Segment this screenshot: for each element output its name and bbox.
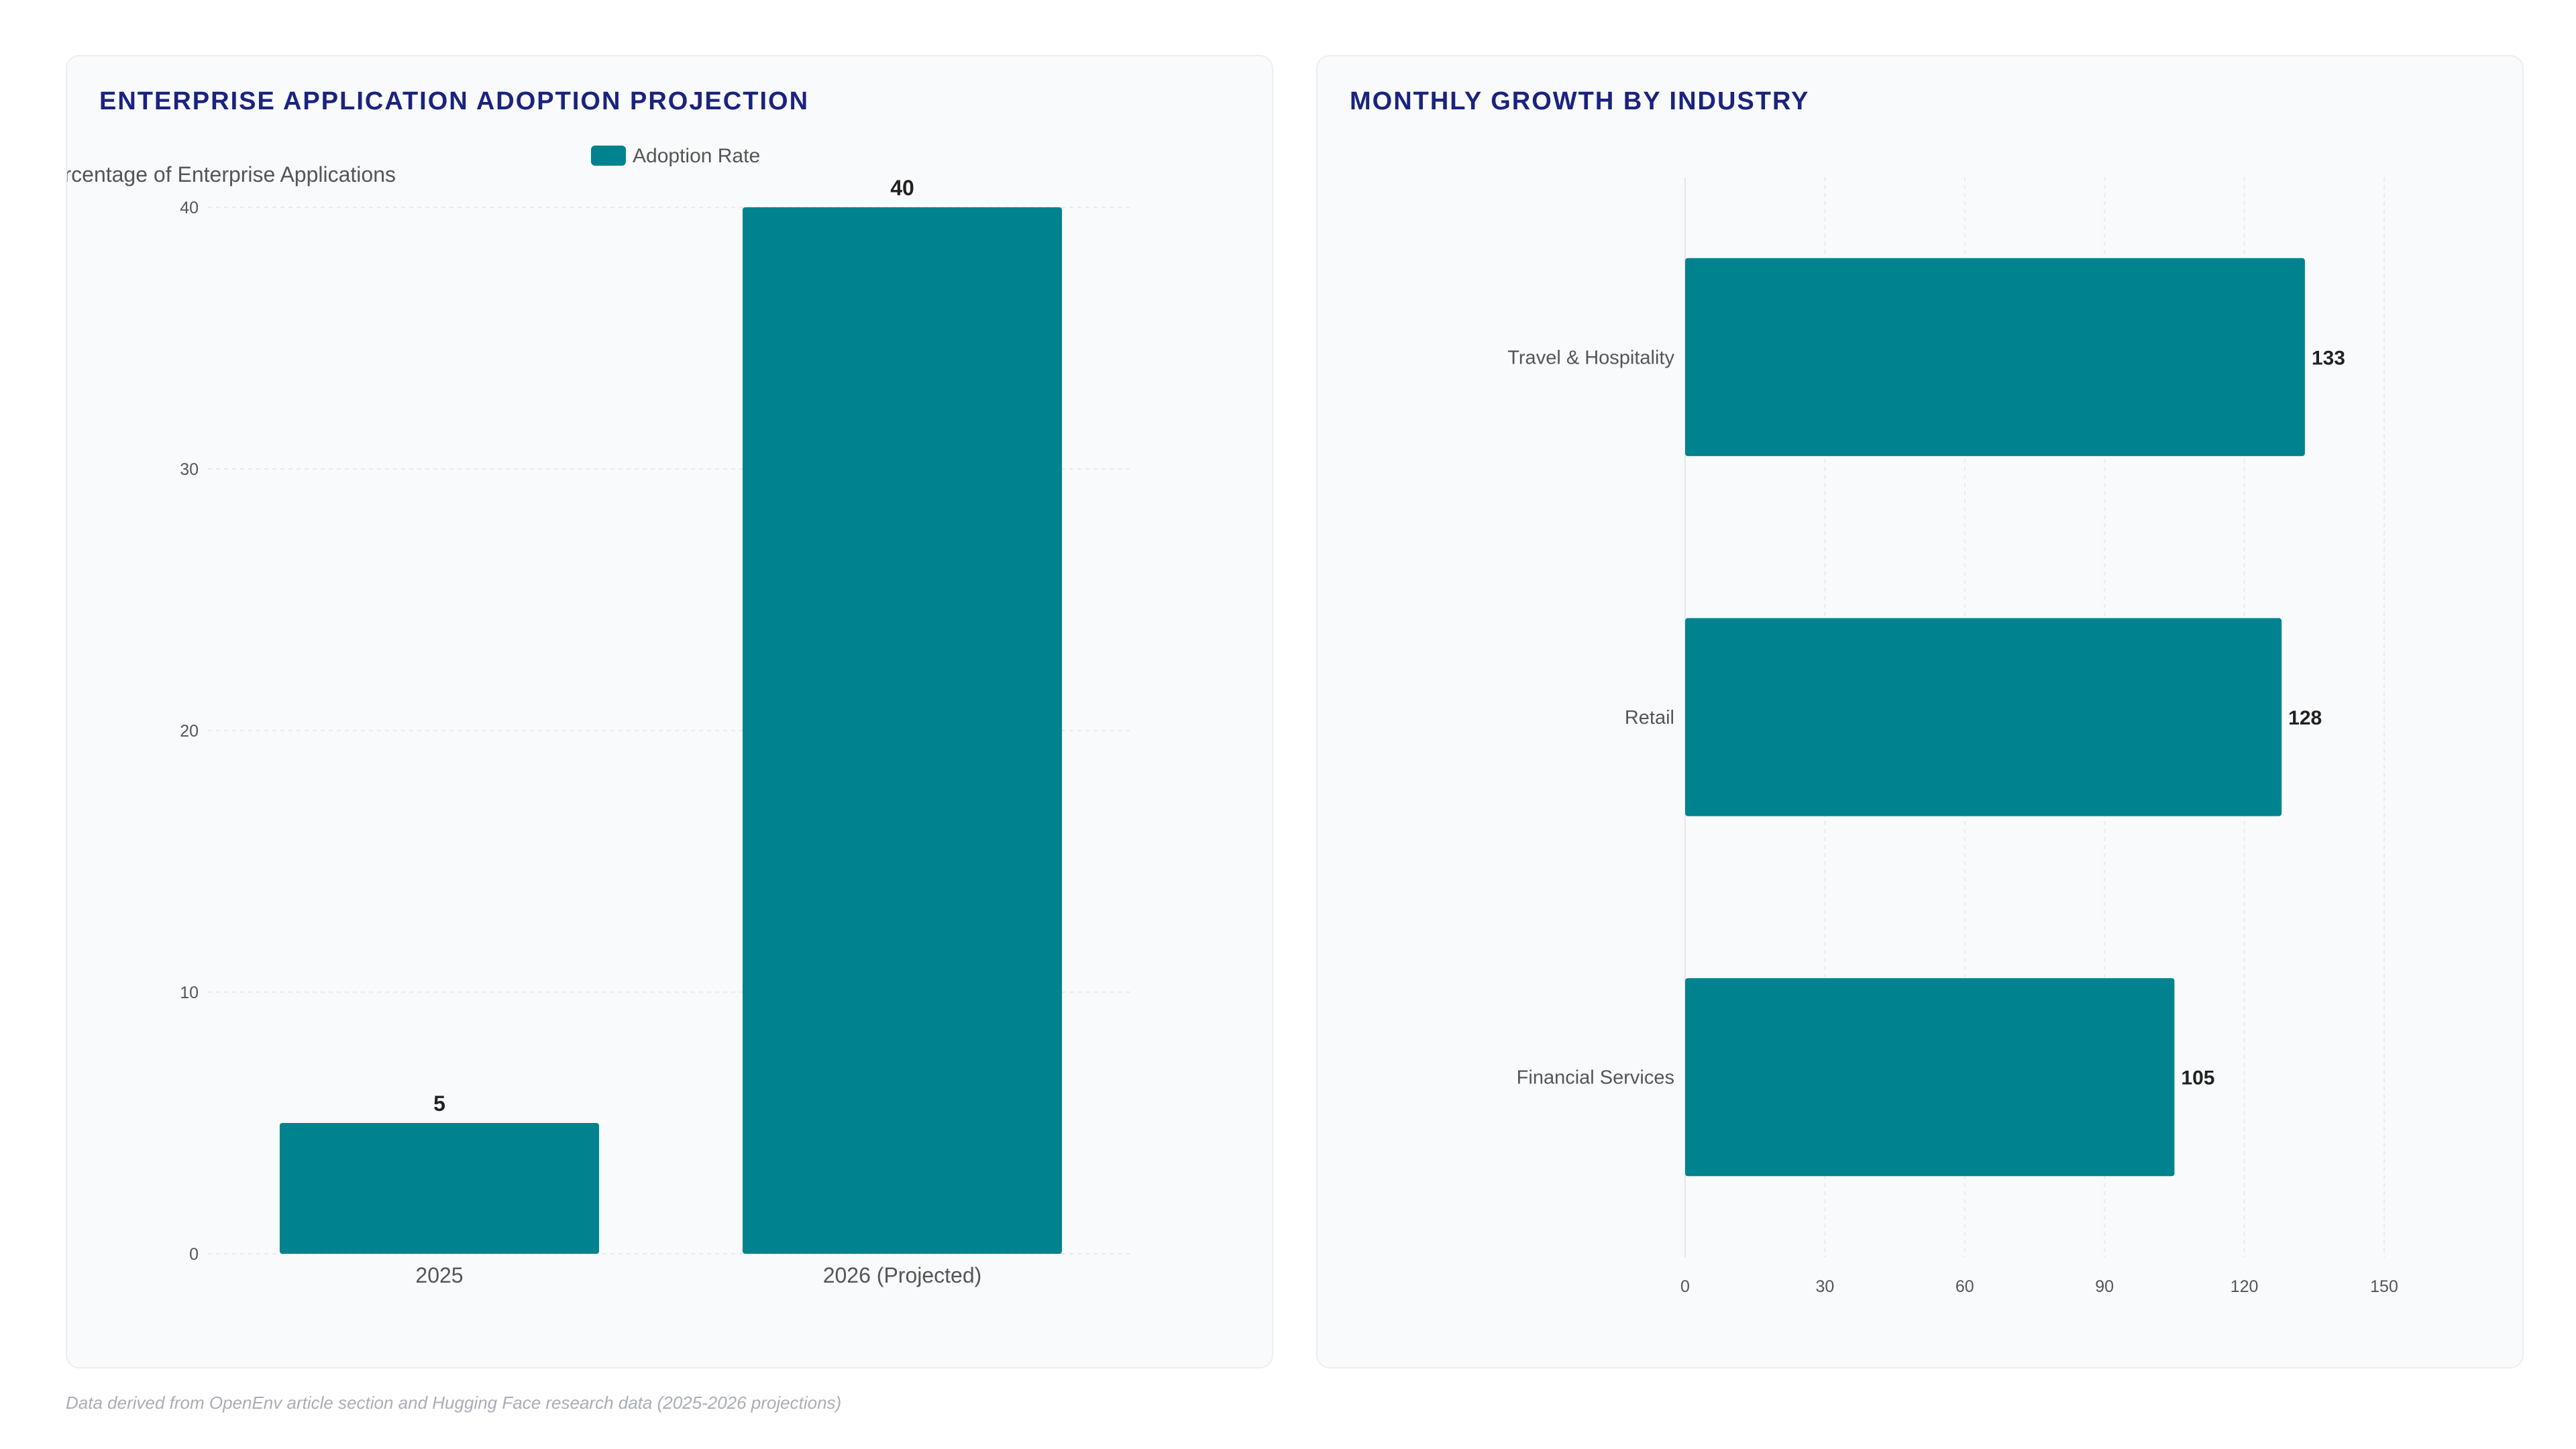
y-tick-label: 40 xyxy=(180,199,199,217)
industry-growth-title: MONTHLY GROWTH BY INDUSTRY xyxy=(1350,87,1810,115)
industry-growth-bar-chart: 0 30 60 90 120 150 133 Travel & Hospitality 128 R… xyxy=(1507,177,2398,1296)
footnote: Data derived from OpenEnv article sectio… xyxy=(66,1393,842,1413)
y-category-label: Travel & Hospitality xyxy=(1507,347,1674,368)
bar-2025 xyxy=(279,1123,600,1254)
x-tick-label: 60 xyxy=(1955,1277,1974,1296)
y-tick-label: 20 xyxy=(180,722,199,741)
legend-swatch xyxy=(591,146,626,166)
adoption-chart-title: ENTERPRISE APPLICATION ADOPTION PROJECTI… xyxy=(99,87,810,115)
industry-growth-panel: MONTHLY GROWTH BY INDUSTRY 0 30 60 90 120 150… xyxy=(1316,55,2524,1368)
y-category-label: Retail xyxy=(1625,707,1674,729)
y-category-label: Financial Services xyxy=(1517,1067,1674,1089)
bar-retail xyxy=(1685,618,2282,816)
adoption-chart-panel: ENTERPRISE APPLICATION ADOPTION PROJECTI… xyxy=(66,55,1273,1368)
bar-value-label: 128 xyxy=(2288,707,2322,729)
y-tick-label: 0 xyxy=(189,1245,199,1264)
x-tick-label: 120 xyxy=(2231,1277,2259,1296)
bar-value-label: 133 xyxy=(2312,347,2345,369)
x-tick-label: 2026 (Projected) xyxy=(823,1263,982,1287)
bar-value-label: 40 xyxy=(890,176,914,200)
bar-financial-services xyxy=(1685,978,2175,1177)
legend-label: Adoption Rate xyxy=(633,145,760,167)
y-axis-title: Percentage of Enterprise Applications xyxy=(67,162,396,186)
bar-2026-projected- xyxy=(742,207,1063,1254)
y-tick-label: 10 xyxy=(180,983,199,1002)
bar-travel-hospitality xyxy=(1685,258,2305,456)
x-tick-label: 30 xyxy=(1815,1277,1834,1296)
bar-value-label: 105 xyxy=(2181,1067,2214,1089)
x-tick-label: 0 xyxy=(1680,1277,1690,1296)
x-tick-label: 2025 xyxy=(415,1263,463,1287)
x-tick-label: 150 xyxy=(2370,1277,2398,1296)
bar-value-label: 5 xyxy=(433,1091,445,1116)
y-tick-label: 30 xyxy=(180,460,199,479)
adoption-bar-chart: 0 10 20 30 40 Percentage of Enterprise Applic… xyxy=(67,145,1134,1287)
x-tick-label: 90 xyxy=(2095,1277,2114,1296)
